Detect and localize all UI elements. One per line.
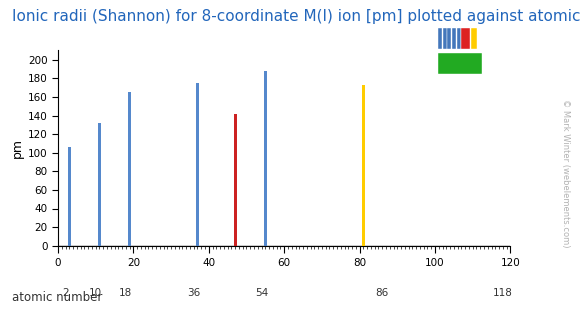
Text: 54: 54: [255, 288, 268, 298]
Text: atomic number: atomic number: [12, 291, 102, 304]
Bar: [456, 28, 461, 49]
Bar: [443, 28, 447, 49]
Bar: [461, 28, 470, 49]
Text: 18: 18: [119, 288, 132, 298]
Bar: [128, 92, 131, 246]
Bar: [452, 28, 456, 49]
Bar: [68, 147, 71, 246]
Bar: [234, 114, 237, 246]
Bar: [196, 83, 199, 246]
Bar: [362, 85, 365, 246]
Bar: [264, 71, 267, 246]
Bar: [98, 123, 101, 246]
Bar: [438, 53, 482, 74]
Bar: [461, 28, 466, 49]
Bar: [438, 28, 442, 49]
Bar: [466, 28, 470, 49]
Text: 2: 2: [62, 288, 69, 298]
Y-axis label: pm: pm: [10, 138, 24, 158]
Text: 86: 86: [376, 288, 389, 298]
Text: 118: 118: [493, 288, 513, 298]
Bar: [471, 28, 477, 49]
Bar: [447, 28, 451, 49]
Text: © Mark Winter (webelements.com): © Mark Winter (webelements.com): [561, 99, 570, 248]
Text: Ionic radii (Shannon) for 8-coordinate M(I) ion [pm] plotted against atomic numb: Ionic radii (Shannon) for 8-coordinate M…: [12, 9, 580, 25]
Text: 10: 10: [89, 288, 102, 298]
Text: 36: 36: [187, 288, 200, 298]
